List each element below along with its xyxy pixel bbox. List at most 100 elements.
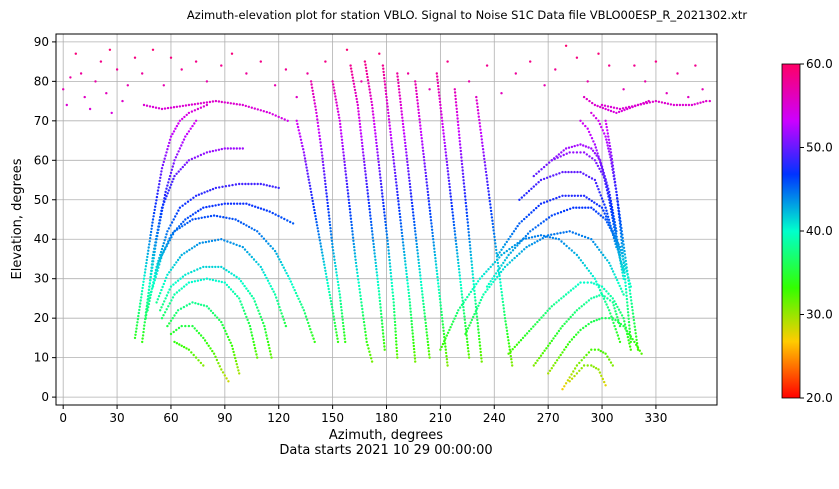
- data-point: [591, 101, 594, 105]
- data-point: [254, 205, 257, 208]
- data-point: [614, 302, 618, 306]
- data-point: [351, 236, 355, 239]
- data-point: [386, 239, 389, 242]
- data-point: [400, 107, 403, 110]
- data-point: [448, 185, 451, 189]
- data-point: [473, 289, 476, 292]
- data-point: [399, 97, 402, 100]
- data-point: [592, 282, 596, 285]
- data-point: [217, 362, 220, 365]
- data-point: [605, 185, 608, 189]
- data-point: [601, 129, 604, 132]
- data-point: [415, 245, 419, 249]
- data-point: [422, 155, 426, 159]
- data-point: [466, 218, 469, 221]
- data-point: [474, 310, 477, 313]
- data-point: [593, 277, 597, 280]
- data-point: [268, 111, 271, 115]
- x-tick-label: 0: [59, 411, 67, 425]
- data-point: [491, 219, 494, 222]
- data-point: [136, 318, 140, 321]
- data-point: [438, 294, 441, 298]
- data-point: [217, 203, 220, 206]
- data-point: [505, 326, 508, 329]
- data-point: [477, 112, 480, 115]
- data-point: [556, 232, 559, 235]
- data-point: [334, 95, 337, 98]
- data-point: [366, 343, 369, 347]
- data-point: [319, 245, 323, 248]
- data-point: [622, 261, 625, 265]
- data-point: [203, 191, 206, 194]
- data-point: [400, 225, 403, 228]
- data-point: [150, 287, 154, 290]
- data-point: [412, 217, 415, 220]
- data-point: [172, 330, 175, 334]
- data-point: [587, 322, 590, 326]
- data-point: [314, 218, 318, 221]
- data-point: [163, 300, 166, 303]
- data-point: [359, 125, 362, 129]
- data-point: [160, 288, 163, 292]
- data-point: [476, 321, 479, 325]
- data-point: [603, 176, 606, 179]
- data-point: [388, 127, 392, 130]
- data-point: [502, 261, 505, 265]
- data-point: [211, 349, 214, 353]
- data-point: [370, 357, 373, 360]
- data-point: [533, 241, 536, 244]
- data-point: [323, 176, 326, 179]
- data-point: [628, 327, 631, 330]
- data-point: [507, 352, 510, 355]
- data-point: [618, 324, 622, 328]
- data-point: [184, 202, 187, 205]
- data-point: [137, 314, 140, 318]
- data-point: [575, 333, 578, 336]
- data-point: [163, 279, 167, 283]
- data-point: [338, 293, 341, 296]
- data-point: [423, 315, 427, 318]
- data-point: [211, 265, 214, 269]
- data-point: [148, 282, 151, 285]
- data-point: [151, 285, 155, 288]
- data-point: [618, 253, 621, 256]
- data-point: [160, 206, 164, 209]
- data-point: [249, 328, 252, 331]
- data-point: [582, 281, 586, 284]
- data-point: [684, 103, 688, 107]
- data-point: [208, 205, 211, 208]
- data-point: [439, 103, 442, 107]
- data-point: [612, 222, 615, 226]
- data-point: [255, 353, 258, 356]
- data-point: [418, 264, 421, 268]
- data-point: [607, 292, 610, 295]
- data-point: [151, 260, 154, 263]
- data-point: [615, 190, 618, 194]
- data-point: [401, 119, 404, 123]
- data-point: [268, 282, 271, 285]
- data-point: [185, 113, 188, 117]
- data-point: [500, 248, 503, 251]
- data-point: [205, 101, 209, 104]
- data-point: [562, 231, 565, 234]
- data-point: [620, 245, 624, 248]
- data-point: [185, 132, 189, 136]
- data-point: [620, 238, 623, 242]
- data-point: [359, 294, 362, 297]
- data-point: [160, 167, 164, 170]
- data-point: [337, 287, 340, 290]
- data-point: [164, 197, 167, 201]
- data-point: [182, 285, 186, 288]
- data-point: [565, 244, 568, 248]
- data-point: [169, 319, 173, 322]
- data-point: [445, 160, 449, 164]
- data-point: [434, 263, 438, 266]
- data-point: [147, 291, 150, 295]
- data-point: [228, 217, 231, 220]
- data-point: [617, 210, 621, 213]
- data-point: [621, 236, 624, 240]
- data-point: [599, 105, 602, 109]
- data-point: [455, 245, 458, 249]
- data-point: [376, 277, 379, 280]
- data-point: [395, 340, 398, 343]
